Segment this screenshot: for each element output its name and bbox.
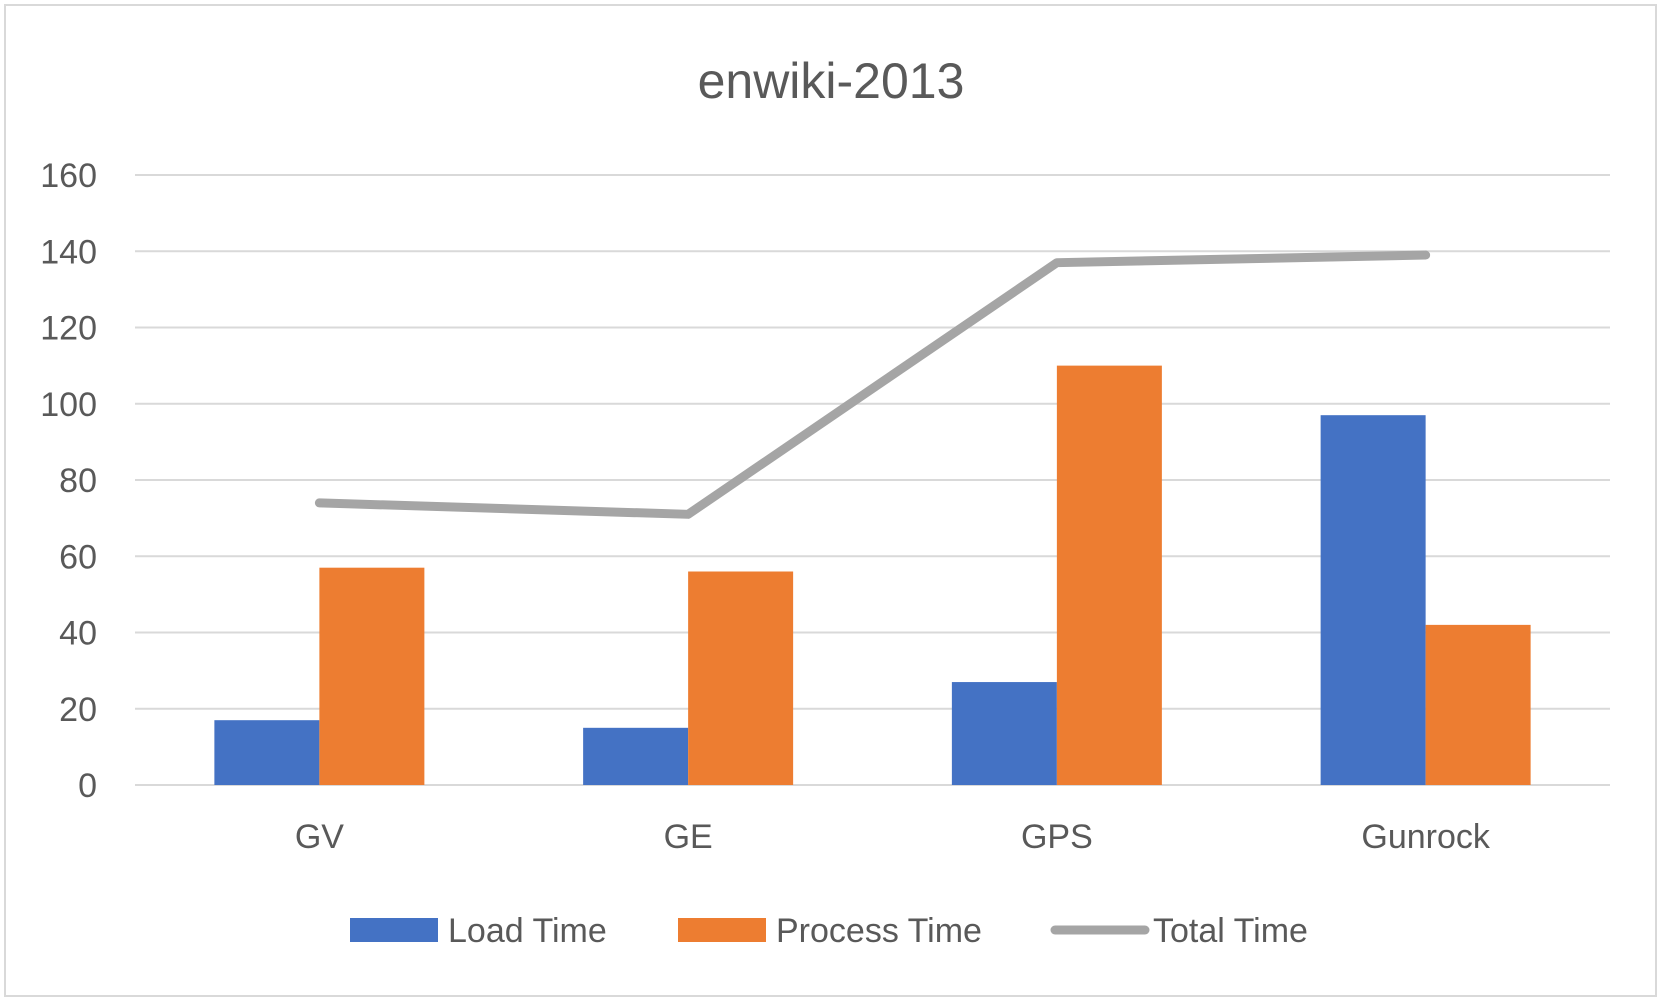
x-axis: GV GE GPS Gunrock xyxy=(295,818,1491,856)
legend-label-total-time: Total Time xyxy=(1153,912,1308,950)
y-axis: 0 20 40 60 80 100 120 140 160 xyxy=(40,157,97,805)
legend-label-process-time: Process Time xyxy=(776,912,982,950)
y-tick-label: 160 xyxy=(40,157,97,195)
legend-swatch-process-time xyxy=(678,918,766,942)
y-tick-label: 100 xyxy=(40,386,97,424)
y-tick-label: 140 xyxy=(40,233,97,271)
bar-load-time-gps xyxy=(951,682,1057,785)
x-tick-label: GPS xyxy=(1021,818,1093,856)
x-tick-label: GV xyxy=(295,818,344,856)
legend-swatch-load-time xyxy=(350,918,438,942)
legend: Load Time Process Time Total Time xyxy=(350,912,1308,950)
line-layer xyxy=(314,250,1431,519)
x-tick-label: GE xyxy=(664,818,713,856)
y-tick-label: 0 xyxy=(78,767,97,805)
bar-process-time-ge xyxy=(688,571,794,785)
y-tick-label: 20 xyxy=(59,691,97,729)
bar-process-time-gv xyxy=(319,567,425,785)
y-tick-label: 80 xyxy=(59,462,97,500)
bar-load-time-ge xyxy=(583,727,689,785)
bar-process-time-gps xyxy=(1056,365,1162,785)
bar-load-time-gunrock xyxy=(1320,415,1426,785)
bar-load-time-gv xyxy=(214,720,320,785)
bar-process-time-gunrock xyxy=(1425,624,1531,785)
x-tick-label: Gunrock xyxy=(1361,818,1490,856)
chart-title: enwiki-2013 xyxy=(698,53,965,109)
bars-layer xyxy=(214,365,1531,785)
y-tick-label: 120 xyxy=(40,310,97,348)
legend-label-load-time: Load Time xyxy=(448,912,607,950)
y-tick-label: 40 xyxy=(59,615,97,653)
line-total-time xyxy=(314,250,1431,519)
y-tick-label: 60 xyxy=(59,538,97,576)
